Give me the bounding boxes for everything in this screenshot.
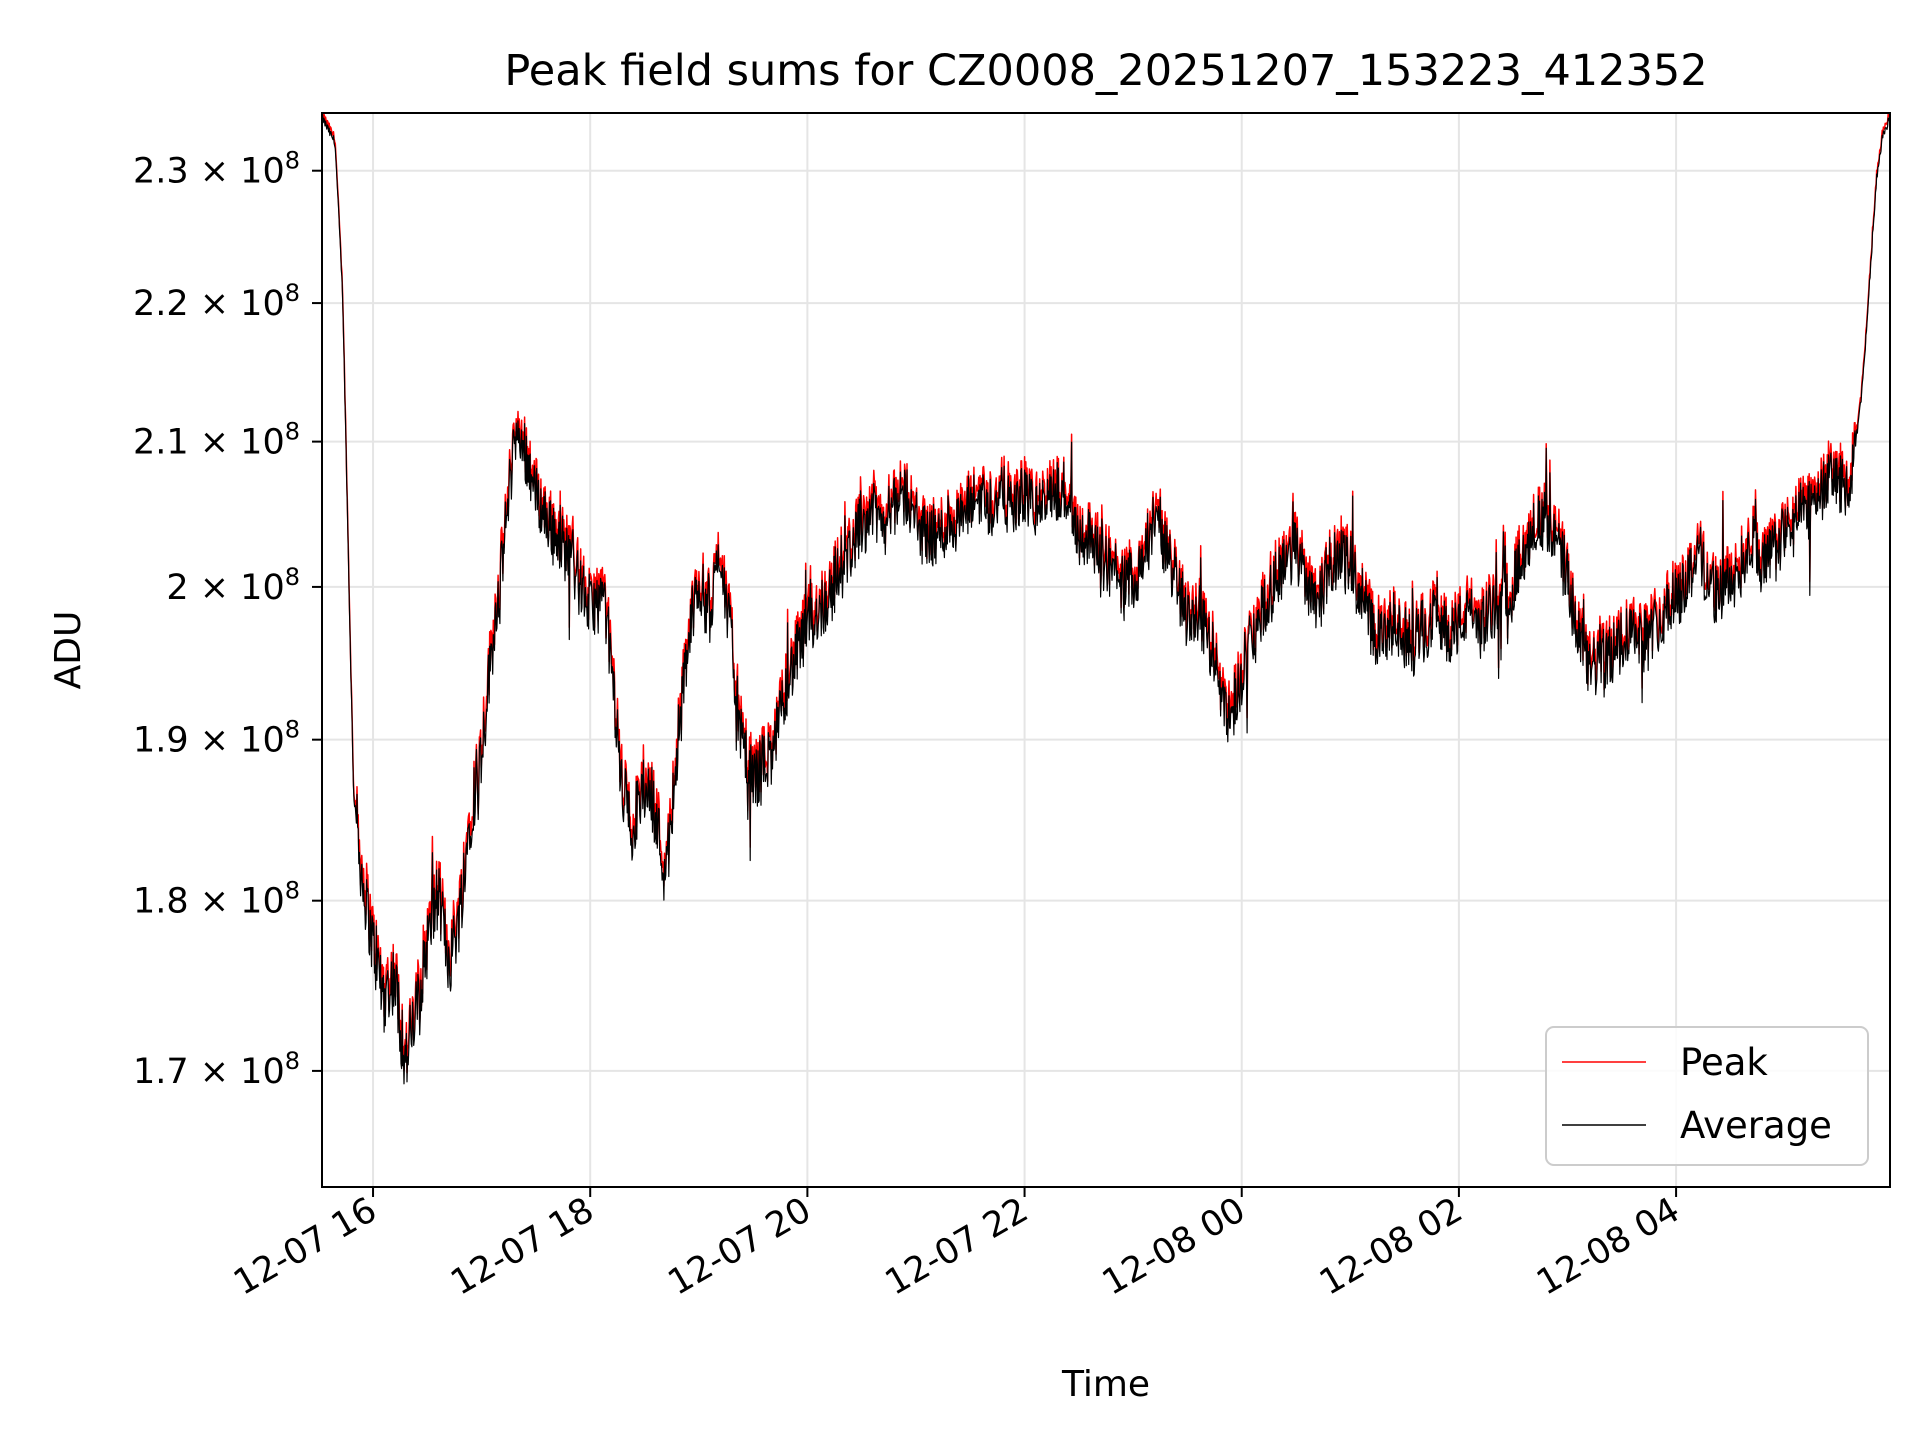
series-line-average <box>321 114 1890 1085</box>
legend: Peak Average <box>1545 1026 1869 1166</box>
y-tick-label: 2 × 108 <box>166 563 300 608</box>
y-tick-label: 1.7 × 108 <box>133 1047 300 1092</box>
y-tick-label: 2.1 × 108 <box>133 418 300 463</box>
y-tick-label: 2.3 × 108 <box>133 147 300 192</box>
series-layer <box>321 112 1891 1085</box>
legend-label-peak: Peak <box>1680 1041 1768 1084</box>
x-axis-label: Time <box>1061 1364 1150 1405</box>
grid-lines <box>322 113 1890 1187</box>
y-axis-label: ADU <box>48 611 89 690</box>
y-tick-label: 2.2 × 108 <box>133 279 300 324</box>
chart-title: Peak field sums for CZ0008_20251207_1532… <box>504 46 1707 96</box>
y-tick-label: 1.9 × 108 <box>133 716 300 761</box>
plot-frame <box>321 112 1891 1188</box>
y-axis: 1.7 × 108 1.8 × 108 1.9 × 108 2 × 108 2.1 × … <box>133 147 322 1092</box>
legend-label-average: Average <box>1680 1104 1832 1147</box>
y-tick-label: 1.8 × 108 <box>133 877 300 922</box>
